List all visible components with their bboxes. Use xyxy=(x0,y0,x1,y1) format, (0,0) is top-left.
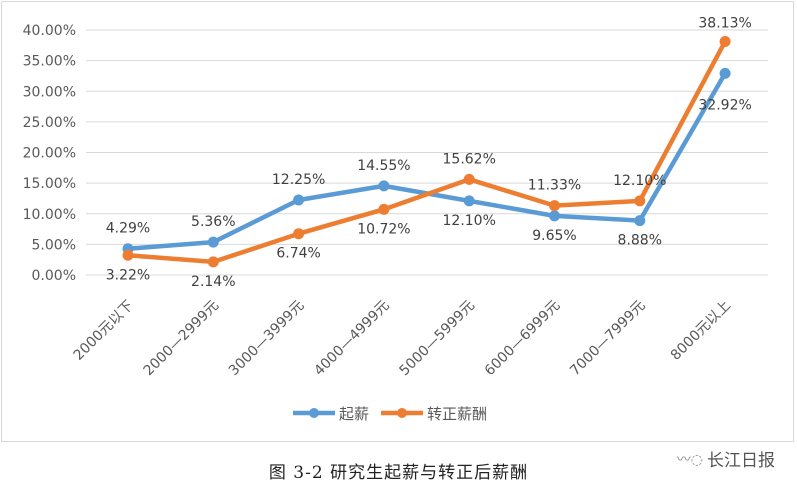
x-tick-label: 3000—3999元 xyxy=(226,298,308,380)
legend-marker xyxy=(309,408,319,418)
data-label: 12.10% xyxy=(613,173,666,189)
data-label: 15.62% xyxy=(443,151,496,167)
data-label: 32.92% xyxy=(698,97,751,113)
data-point xyxy=(378,180,390,192)
legend-label: 起薪 xyxy=(339,405,369,423)
data-point xyxy=(378,203,390,215)
data-point xyxy=(719,35,731,47)
x-tick-label: 5000—5999元 xyxy=(397,298,479,380)
data-label: 10.72% xyxy=(357,221,410,237)
data-point xyxy=(634,195,646,207)
legend-label: 转正薪酬 xyxy=(427,405,487,423)
data-point xyxy=(549,200,560,212)
data-point xyxy=(463,195,475,207)
data-label: 9.65% xyxy=(532,228,576,244)
y-tick-label: 10.00% xyxy=(23,207,76,223)
x-tick-label: 2000—2999元 xyxy=(141,298,223,380)
data-label: 4.29% xyxy=(106,221,150,237)
data-point xyxy=(293,228,305,240)
data-point xyxy=(293,194,305,206)
y-tick-label: 40.00% xyxy=(23,23,76,39)
x-tick-label: 7000—7999元 xyxy=(567,298,649,380)
y-tick-label: 30.00% xyxy=(23,84,76,100)
watermark: 〰◌ 长江日报 xyxy=(677,446,775,471)
data-label: 12.10% xyxy=(443,213,496,229)
data-point xyxy=(207,236,219,248)
data-point xyxy=(122,249,134,261)
y-tick-label: 15.00% xyxy=(23,176,76,192)
wechat-icon: 〰◌ xyxy=(676,451,703,468)
figure-caption: 图 3-2 研究生起薪与转正后薪酬 xyxy=(268,463,529,483)
data-point xyxy=(463,173,475,185)
y-tick-label: 20.00% xyxy=(23,146,76,162)
y-tick-label: 35.00% xyxy=(23,54,76,70)
data-label: 38.13% xyxy=(698,15,751,31)
data-label: 5.36% xyxy=(191,214,235,230)
x-tick-label: 4000—4999元 xyxy=(311,298,393,380)
data-point xyxy=(207,256,219,268)
data-point xyxy=(634,215,646,227)
series-line-2 xyxy=(127,40,728,265)
data-label: 12.25% xyxy=(272,172,325,188)
data-label: 8.88% xyxy=(618,233,662,249)
y-tick-label: 25.00% xyxy=(23,115,76,131)
y-tick-label: 5.00% xyxy=(32,237,76,253)
legend-marker xyxy=(397,408,407,418)
data-point xyxy=(719,67,731,79)
x-tick-label: 2000元以下 xyxy=(71,298,137,364)
data-point xyxy=(549,210,560,222)
line-chart: 0.00% 5.00% 10.00% 15.00% 20.00% 25.00% 30.00%… xyxy=(23,15,768,423)
data-label: 3.22% xyxy=(106,267,150,283)
data-label: 11.33% xyxy=(528,178,581,194)
data-label: 6.74% xyxy=(276,246,320,262)
data-label: 2.14% xyxy=(191,274,235,290)
chart-frame xyxy=(1,1,794,442)
y-tick-label: 0.00% xyxy=(32,268,76,284)
x-tick-label: 8000元以上 xyxy=(668,298,734,364)
x-tick-label: 6000—6999元 xyxy=(482,298,564,380)
data-label: 14.55% xyxy=(357,158,410,174)
watermark-text: 长江日报 xyxy=(707,451,775,471)
